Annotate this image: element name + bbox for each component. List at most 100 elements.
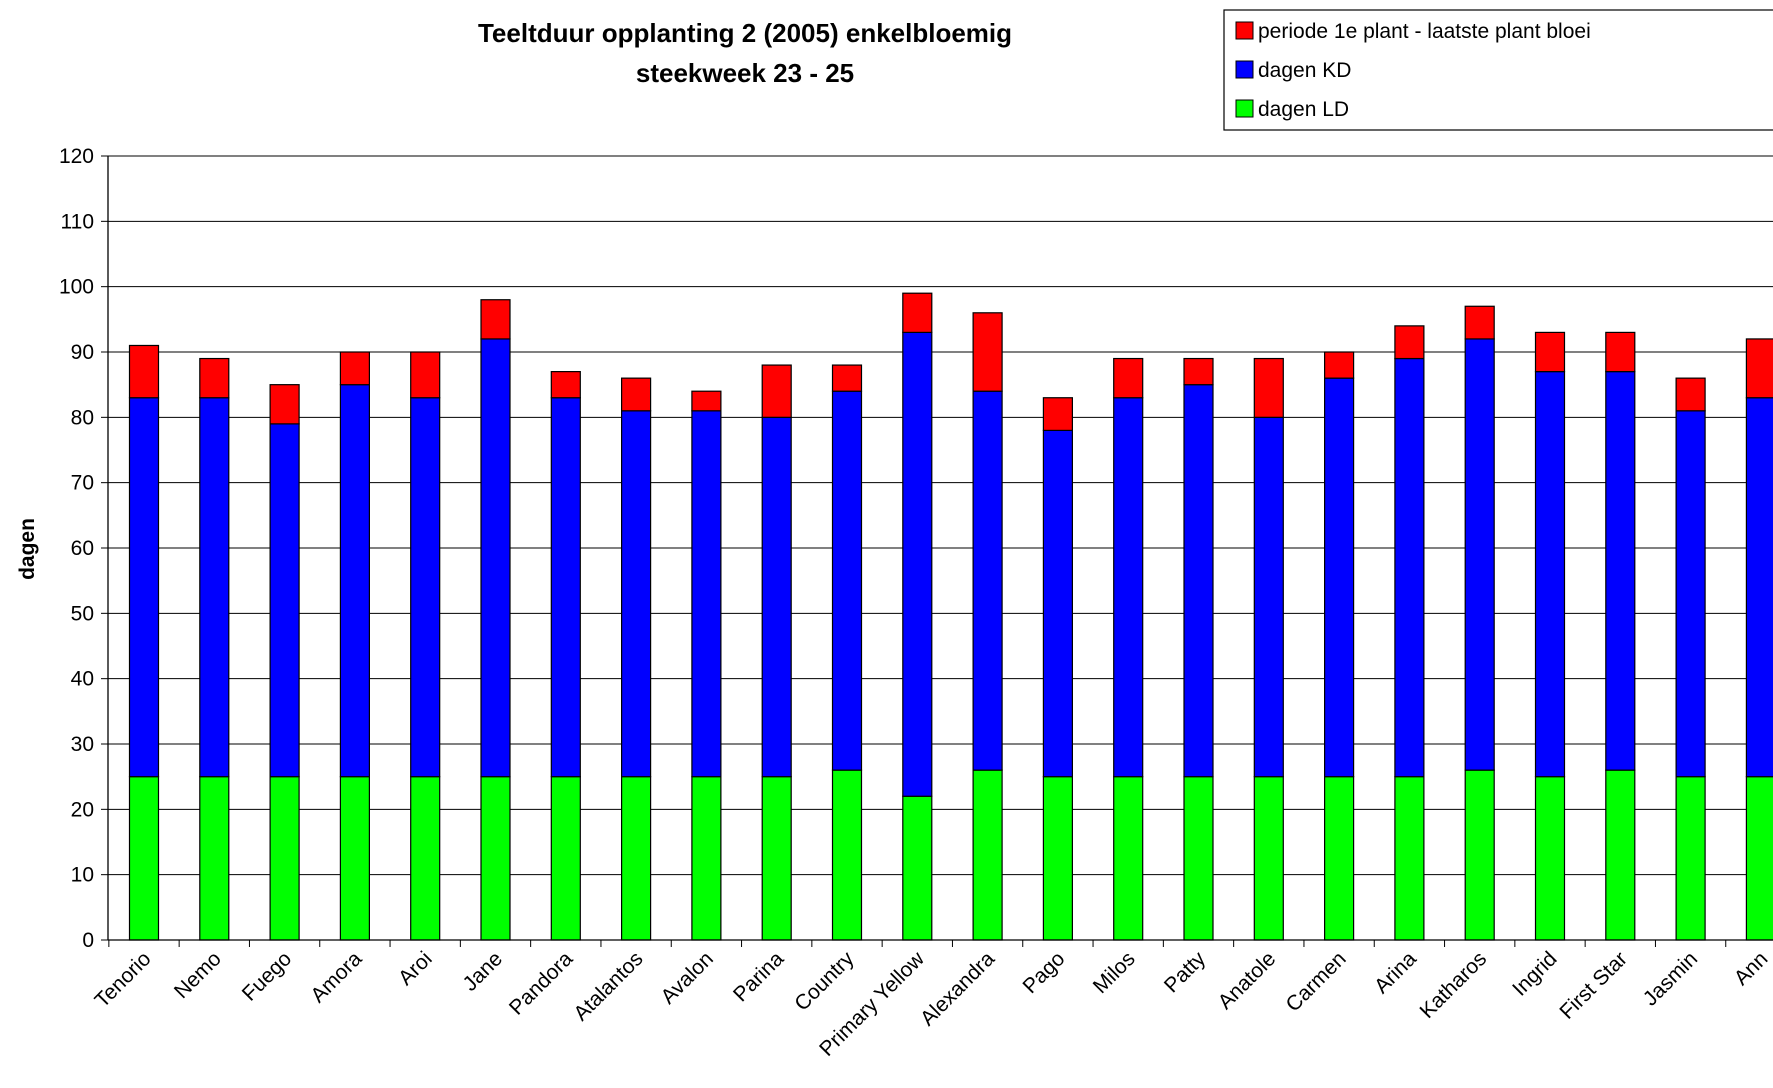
- x-tick-label: Jasmin: [1639, 947, 1702, 1010]
- legend-entry-label: dagen KD: [1258, 59, 1351, 82]
- chart-title-line-2: steekweek 23 - 25: [636, 58, 854, 88]
- bar-segment: [339, 384, 370, 778]
- bar-segment: [620, 776, 652, 941]
- bar-segment: [1113, 357, 1144, 399]
- bar-segment: [831, 390, 863, 771]
- y-tick-label: 40: [71, 668, 94, 691]
- y-axis-label: dagen: [16, 518, 39, 580]
- y-tick-label: 110: [61, 210, 94, 233]
- bar-segment: [1464, 305, 1495, 340]
- y-tick-label: 10: [71, 864, 94, 887]
- bar-segment: [691, 776, 722, 941]
- bar-segment: [972, 390, 1003, 771]
- legend-swatch: [1235, 21, 1254, 40]
- bar-segment: [1534, 776, 1566, 941]
- bar-segment: [1745, 338, 1773, 399]
- x-tick-label: Pago: [1018, 947, 1069, 998]
- bar-segment: [1323, 776, 1355, 941]
- x-tick-label: Country: [790, 947, 859, 1016]
- bar-segment: [480, 338, 511, 778]
- y-tick-label: 120: [59, 145, 94, 168]
- bar-segment: [761, 364, 792, 418]
- x-tick-label: Amora: [306, 947, 366, 1007]
- x-tick-label: Atalantos: [569, 947, 647, 1025]
- x-tick-label: Jane: [459, 947, 507, 995]
- bar-segment: [761, 416, 792, 778]
- bar-segment: [902, 331, 933, 797]
- bar-segment: [269, 384, 300, 425]
- bar-segment: [1113, 397, 1144, 778]
- x-tick-label: Pandora: [505, 947, 578, 1020]
- bar-segment: [410, 776, 441, 941]
- bar-segment: [410, 397, 441, 778]
- bar-segment: [1042, 429, 1074, 778]
- y-tick-label: 60: [71, 537, 94, 560]
- bar-segment: [339, 351, 370, 386]
- bar-segment: [761, 776, 792, 941]
- bar-segment: [831, 364, 863, 392]
- bar-segment: [831, 769, 863, 941]
- bar-segment: [620, 410, 652, 778]
- bar-segment: [1534, 371, 1566, 778]
- bar-segment: [972, 312, 1003, 392]
- y-tick-label: 50: [71, 602, 94, 625]
- bar-segment: [1183, 357, 1214, 386]
- bar-segment: [1323, 351, 1355, 379]
- x-tick-label: Anatole: [1214, 947, 1281, 1014]
- bar-segment: [1113, 776, 1144, 941]
- x-tick-labels: Tenorio Nemo Fuego Amora Aroi JanePandoraAtal…: [91, 947, 1773, 1061]
- y-tick-label: 80: [71, 406, 94, 429]
- bar-segment: [1464, 338, 1495, 771]
- y-tick-label: 30: [71, 733, 94, 756]
- y-tick-label: 100: [59, 276, 94, 299]
- bar-segment: [1394, 357, 1425, 778]
- x-tick-label: Nemo: [170, 947, 226, 1003]
- bar-segment: [691, 410, 722, 778]
- bar-segment: [1534, 331, 1566, 373]
- bar-segment: [1605, 331, 1636, 373]
- bar-segment: [128, 344, 160, 399]
- x-tick-label: Patty: [1160, 947, 1210, 997]
- legend-box: [1223, 9, 1773, 131]
- bar-segment: [128, 776, 160, 941]
- axes: [107, 156, 1773, 947]
- bar-segment: [1745, 397, 1773, 778]
- bar-segment: [902, 795, 933, 941]
- bar-segment: [1253, 357, 1284, 418]
- y-tick-label: 70: [71, 472, 94, 495]
- bar-segment: [550, 397, 581, 778]
- bar-segment: [128, 397, 160, 778]
- bar-segment: [410, 351, 441, 399]
- x-tick-label: Ann: [1730, 947, 1773, 990]
- legend-swatch: [1235, 60, 1254, 79]
- bar-segment: [339, 776, 370, 941]
- bar-segment: [199, 397, 230, 778]
- bar-segment: [269, 423, 300, 778]
- bar-segment: [1183, 384, 1214, 778]
- y-tick-label: 0: [82, 929, 94, 952]
- bar-segment: [1605, 371, 1636, 771]
- bar-segment: [480, 299, 511, 340]
- bars: [128, 292, 1773, 941]
- bar-segment: [269, 776, 300, 941]
- bar-segment: [1675, 410, 1706, 778]
- x-tick-label: Milos: [1089, 947, 1140, 998]
- x-tick-label: Carmen: [1282, 947, 1351, 1016]
- bar-segment: [199, 357, 230, 399]
- x-tick-label: Aroi: [394, 947, 437, 990]
- bar-segment: [1464, 769, 1495, 941]
- bar-segment: [550, 371, 581, 399]
- bar-segment: [1183, 776, 1214, 941]
- x-tick-label: Avalon: [657, 947, 718, 1008]
- bar-segment: [1042, 776, 1074, 941]
- bar-segment: [620, 377, 652, 412]
- bar-segment: [1745, 776, 1773, 941]
- y-tick-labels: 0 10 20 30 40 50 60 70 80 90 100 110 120: [59, 145, 94, 952]
- bar-segment: [1323, 377, 1355, 778]
- x-tick-label: Tenorio: [91, 947, 156, 1012]
- bar-segment: [550, 776, 581, 941]
- x-tick-label: Fuego: [238, 947, 296, 1005]
- bar-segment: [1675, 776, 1706, 941]
- y-tick-label: 20: [71, 798, 94, 821]
